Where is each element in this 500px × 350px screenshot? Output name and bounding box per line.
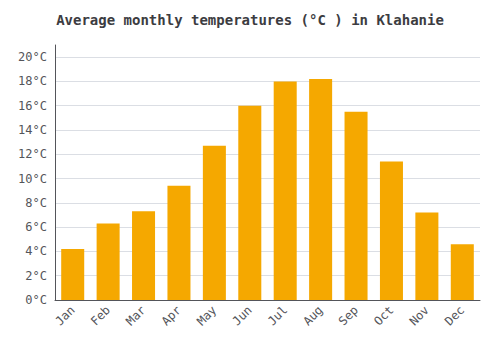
svg-text:2°C: 2°C bbox=[25, 269, 47, 283]
svg-text:Aug: Aug bbox=[300, 303, 325, 328]
svg-text:Jul: Jul bbox=[265, 303, 290, 328]
svg-text:Jun: Jun bbox=[230, 303, 255, 328]
svg-text:8°C: 8°C bbox=[25, 196, 47, 210]
svg-text:4°C: 4°C bbox=[25, 244, 47, 258]
svg-text:16°C: 16°C bbox=[18, 99, 47, 113]
svg-text:18°C: 18°C bbox=[18, 74, 47, 88]
svg-text:Sep: Sep bbox=[336, 303, 361, 328]
svg-text:Mar: Mar bbox=[123, 303, 148, 328]
svg-text:Apr: Apr bbox=[159, 303, 184, 328]
svg-text:Oct: Oct bbox=[371, 303, 396, 328]
svg-text:20°C: 20°C bbox=[18, 50, 47, 64]
svg-text:12°C: 12°C bbox=[18, 147, 47, 161]
svg-text:Feb: Feb bbox=[88, 303, 113, 328]
svg-text:Jan: Jan bbox=[52, 303, 77, 328]
svg-text:10°C: 10°C bbox=[18, 172, 47, 186]
svg-text:14°C: 14°C bbox=[18, 123, 47, 137]
svg-text:Dec: Dec bbox=[442, 303, 467, 328]
svg-text:Average monthly temperatures (: Average monthly temperatures (°C ) in Kl… bbox=[56, 12, 444, 28]
svg-text:0°C: 0°C bbox=[25, 293, 47, 307]
svg-text:Nov: Nov bbox=[407, 303, 432, 328]
svg-text:May: May bbox=[194, 303, 219, 328]
svg-text:6°C: 6°C bbox=[25, 220, 47, 234]
